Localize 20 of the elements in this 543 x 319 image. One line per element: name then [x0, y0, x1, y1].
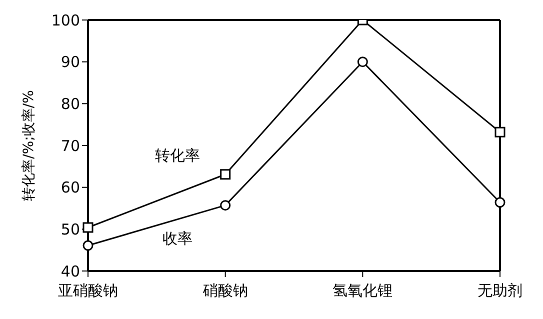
point	[357, 56, 368, 68]
y-tick-label: 40	[60, 262, 80, 280]
series-label: 收率	[162, 229, 192, 248]
point	[82, 240, 94, 251]
y-tick-label: 70	[60, 136, 80, 155]
y-tick-label: 80	[60, 94, 80, 113]
x-tick-label: 亚硝酸钠	[58, 282, 118, 300]
point	[220, 200, 231, 211]
y-tick-label: 90	[60, 53, 80, 72]
y-tick-label: 60	[60, 178, 80, 197]
series-label: 转化率	[154, 146, 200, 164]
point	[494, 197, 506, 208]
x-tick-label: 氢氧化锂	[332, 282, 393, 300]
y-axis-title: 转化率/%;收率/%	[20, 90, 37, 201]
point	[494, 126, 506, 138]
y-tick-label: 50	[60, 220, 80, 238]
y-tick-label: 100	[51, 11, 80, 30]
x-tick-label: 无助剂	[478, 282, 522, 300]
x-tick-label: 硝酸钠	[202, 282, 248, 300]
point	[220, 169, 231, 180]
